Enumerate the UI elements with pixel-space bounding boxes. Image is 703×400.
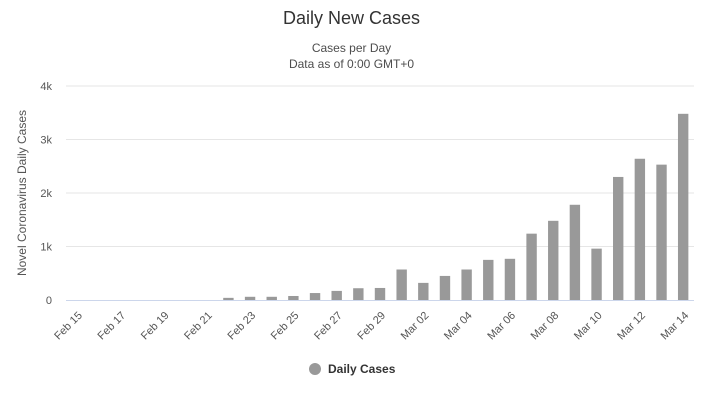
bar-feb-26[interactable] (309, 293, 321, 300)
bar-mar-14[interactable] (677, 113, 689, 300)
y-tick-label: 3k (40, 135, 52, 147)
bar-mar-13[interactable] (656, 164, 667, 300)
bar-series-daily-cases (223, 113, 689, 300)
bar-feb-22[interactable] (223, 297, 234, 300)
bar-mar-05[interactable] (483, 259, 494, 300)
x-tick-label: Mar 02 (399, 310, 432, 343)
bar-feb-25[interactable] (288, 295, 299, 300)
x-tick-label: Feb 27 (312, 310, 345, 343)
y-axis-ticks: 0 1k 2k 3k 4k (40, 81, 52, 307)
y-tick-label: 1k (40, 242, 52, 254)
bar-feb-24[interactable] (266, 296, 277, 300)
legend-label-daily-cases[interactable]: Daily Cases (328, 362, 396, 376)
chart-subtitle-line-1: Cases per Day (312, 41, 391, 55)
bar-mar-08[interactable] (548, 220, 559, 300)
x-tick-label: Mar 06 (485, 310, 518, 343)
x-axis-ticks: Feb 15 Feb 17 Feb 19 Feb 21 Feb 23 Feb 25 Feb … (52, 310, 691, 343)
x-tick-label: Mar 14 (659, 310, 692, 343)
y-tick-label: 0 (46, 295, 52, 307)
x-tick-label: Feb 23 (225, 310, 258, 343)
bar-mar-07[interactable] (526, 233, 537, 300)
x-tick-label: Mar 12 (615, 310, 648, 343)
legend[interactable]: Daily Cases (309, 362, 396, 376)
bar-mar-12[interactable] (634, 158, 646, 300)
bar-feb-27[interactable] (331, 290, 342, 300)
bar-feb-29[interactable] (374, 287, 386, 300)
y-axis-label: Novel Coronavirus Daily Cases (15, 110, 29, 276)
x-tick-label: Feb 15 (52, 310, 85, 343)
y-tick-label: 2k (40, 188, 52, 200)
chart-title: Daily New Cases (283, 8, 420, 28)
x-tick-label: Feb 25 (269, 310, 302, 343)
bar-mar-04[interactable] (461, 269, 472, 300)
x-tick-label: Feb 29 (355, 310, 388, 343)
bar-feb-28[interactable] (353, 288, 364, 300)
bar-mar-02[interactable] (418, 282, 429, 300)
gridlines (66, 85, 694, 247)
bar-mar-10[interactable] (591, 248, 602, 300)
legend-marker-daily-cases[interactable] (309, 363, 321, 375)
bar-feb-23[interactable] (244, 296, 256, 300)
x-tick-label: Feb 17 (96, 310, 129, 343)
bar-mar-01[interactable] (396, 269, 407, 300)
bar-mar-03[interactable] (439, 275, 451, 300)
x-tick-label: Mar 10 (572, 310, 605, 343)
x-tick-label: Feb 19 (139, 310, 172, 343)
x-tick-label: Feb 21 (182, 310, 215, 343)
x-tick-label: Mar 04 (442, 310, 475, 343)
chart-subtitle-line-2: Data as of 0:00 GMT+0 (289, 57, 414, 71)
bar-mar-09[interactable] (569, 204, 581, 300)
x-tick-label: Mar 08 (529, 310, 562, 343)
y-tick-label: 4k (40, 81, 52, 93)
bar-mar-11[interactable] (613, 176, 624, 300)
bar-mar-06[interactable] (504, 258, 516, 300)
